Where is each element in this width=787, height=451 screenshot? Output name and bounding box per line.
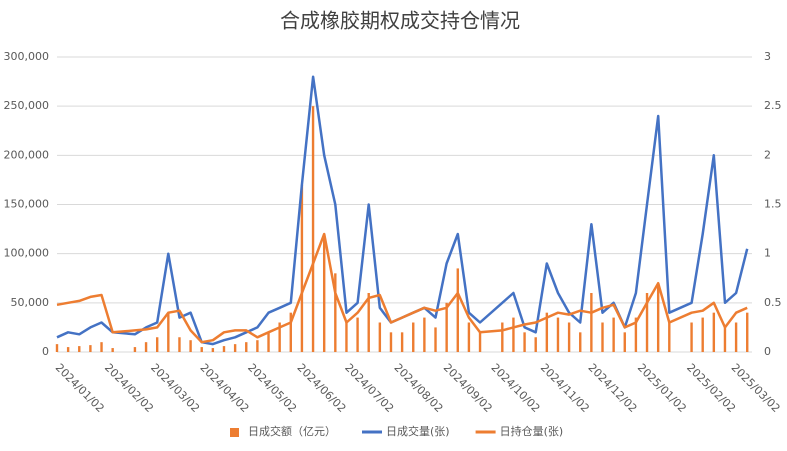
bar	[701, 317, 704, 352]
x-tick-label: 2024/07/02	[342, 361, 396, 415]
x-tick-label: 2024/09/02	[441, 361, 495, 415]
x-tick-label: 2024/10/02	[489, 361, 543, 415]
y-tick-label: 300,000	[4, 50, 50, 63]
y-tick-label: 0	[42, 345, 49, 358]
chart-title: 合成橡胶期权成交持仓情况	[280, 9, 520, 33]
bar	[311, 106, 315, 353]
x-tick-label: 2024/12/02	[586, 361, 640, 415]
bar	[512, 317, 515, 352]
bar	[66, 347, 70, 352]
bar	[222, 346, 226, 352]
bar	[712, 312, 716, 352]
y-tick-label: 250,000	[4, 99, 50, 112]
y2-tick-label: 0	[764, 345, 771, 358]
bar	[434, 327, 437, 352]
bar	[100, 342, 103, 352]
y2-tick-label: 1	[764, 247, 771, 260]
x-tick-label: 2025/01/02	[635, 361, 689, 415]
bar	[167, 312, 170, 352]
legend-label: 日成交量(张)	[386, 424, 450, 438]
bar	[412, 322, 415, 352]
y2-tick-label: 1.5	[764, 198, 782, 211]
bar	[656, 283, 660, 352]
bar	[378, 322, 382, 352]
bar	[456, 268, 459, 352]
x-tick-label: 2024/04/02	[197, 361, 251, 415]
bar	[534, 337, 537, 352]
bar	[668, 322, 671, 352]
bar	[734, 322, 738, 352]
legend-swatch	[230, 428, 239, 437]
bar	[545, 312, 549, 352]
legend-label: 日成交额（亿元）	[248, 424, 336, 438]
bar	[89, 345, 92, 352]
bar	[645, 293, 649, 352]
bar	[501, 322, 504, 352]
y2-tick-label: 0.5	[764, 296, 782, 309]
bar	[233, 344, 237, 352]
bar	[601, 322, 604, 352]
bar	[178, 337, 181, 352]
bar	[556, 317, 560, 352]
bar	[289, 312, 292, 352]
bar	[345, 322, 348, 352]
bar	[389, 332, 393, 352]
bar	[334, 273, 337, 352]
bar	[267, 332, 270, 352]
x-tick-label: 2024/03/02	[148, 361, 202, 415]
bar	[445, 302, 448, 352]
legend-label: 日持仓量(张)	[500, 424, 564, 438]
bar	[400, 332, 404, 352]
bar	[523, 332, 526, 352]
bar	[55, 344, 59, 352]
x-tick-label: 2024/01/02	[53, 361, 107, 415]
y2-tick-label: 3	[764, 50, 771, 63]
bar	[356, 317, 359, 352]
x-tick-label: 2024/06/02	[294, 361, 348, 415]
bar	[423, 317, 426, 352]
bar	[133, 347, 137, 352]
x-tick-label: 2024/08/02	[392, 361, 446, 415]
bar	[245, 342, 248, 352]
x-tick-label: 2024/11/02	[538, 361, 592, 415]
x-tick-label: 2024/05/02	[245, 361, 299, 415]
bar	[623, 332, 626, 352]
bar	[322, 234, 326, 352]
bar	[200, 347, 203, 352]
bar	[211, 348, 215, 352]
y2-tick-label: 2.5	[764, 99, 782, 112]
y-tick-label: 200,000	[4, 148, 50, 161]
bar	[579, 332, 582, 352]
bar	[567, 322, 571, 352]
bar	[634, 317, 638, 352]
bar	[467, 322, 471, 352]
bar	[690, 322, 693, 352]
bar	[723, 327, 727, 352]
bar	[300, 184, 304, 352]
bar	[111, 348, 114, 352]
line	[56, 75, 749, 346]
bar	[78, 346, 81, 352]
bar	[155, 337, 159, 352]
bar	[256, 340, 259, 352]
bar	[367, 293, 370, 352]
bar	[478, 332, 482, 352]
y-tick-label: 50,000	[11, 296, 50, 309]
bar	[278, 322, 281, 352]
bar	[144, 342, 148, 352]
bar	[189, 340, 192, 352]
bar	[590, 293, 593, 352]
y2-tick-label: 2	[764, 148, 771, 161]
y-tick-label: 150,000	[4, 198, 50, 211]
line	[56, 232, 748, 344]
y-tick-label: 100,000	[4, 247, 50, 260]
bar	[612, 317, 615, 352]
bar	[746, 312, 749, 352]
